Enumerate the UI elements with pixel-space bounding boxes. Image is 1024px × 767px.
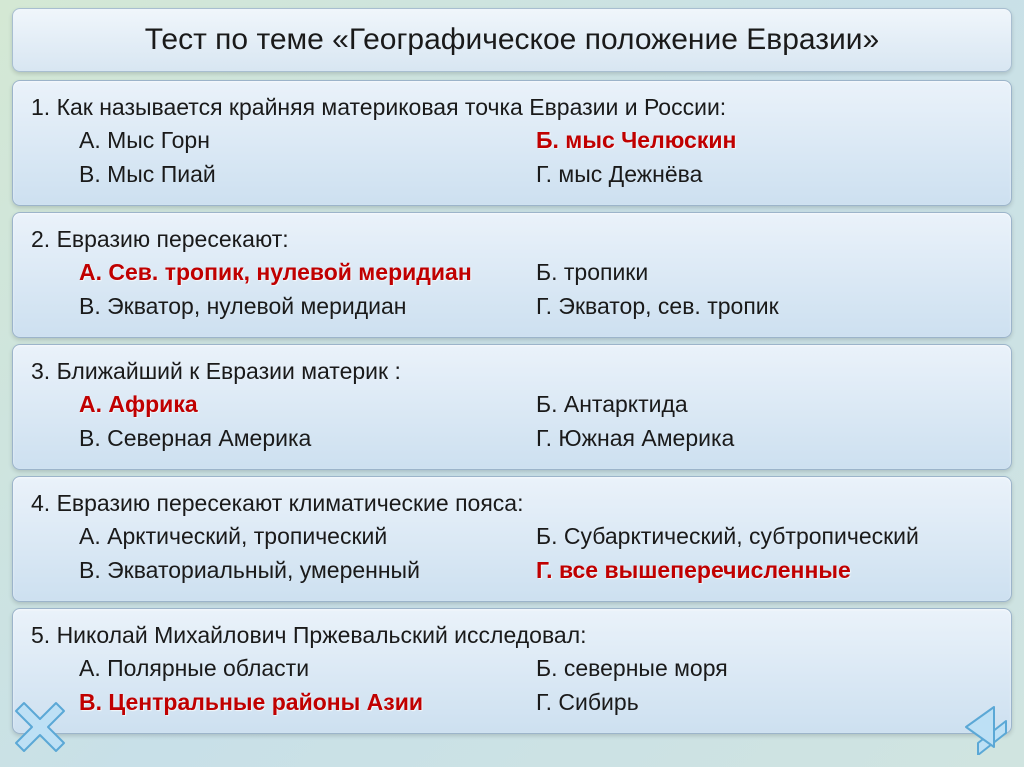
page-title: Тест по теме «Географическое положение Е… — [31, 23, 993, 57]
option-b: Б. северные моря — [536, 652, 993, 685]
option-d: Г. мыс Дежнёва — [536, 158, 993, 191]
slide-container: Тест по теме «Географическое положение Е… — [0, 0, 1024, 767]
option-c: В. Экваториальный, умеренный — [79, 554, 536, 587]
option-d: Г. Южная Америка — [536, 422, 993, 455]
options-group: А. Полярные области Б. северные моря В. … — [31, 652, 993, 719]
option-c: В. Северная Америка — [79, 422, 536, 455]
question-prompt: 4. Евразию пересекают климатические пояс… — [31, 487, 993, 520]
option-a: А. Мыс Горн — [79, 124, 536, 157]
option-b: Б. тропики — [536, 256, 993, 289]
options-group: А. Африка Б. Антарктида В. Северная Амер… — [31, 388, 993, 455]
option-a: А. Арктический, тропический — [79, 520, 536, 553]
option-a: А. Полярные области — [79, 652, 536, 685]
question-box-4: 4. Евразию пересекают климатические пояс… — [12, 476, 1012, 602]
question-box-2: 2. Евразию пересекают: А. Сев. тропик, н… — [12, 212, 1012, 338]
option-b-correct: Б. мыс Челюскин — [536, 124, 993, 157]
question-prompt: 2. Евразию пересекают: — [31, 223, 993, 256]
question-prompt: 1. Как называется крайняя материковая то… — [31, 91, 993, 124]
option-b: Б. Антарктида — [536, 388, 993, 421]
option-c: В. Мыс Пиай — [79, 158, 536, 191]
close-icon[interactable] — [12, 699, 68, 755]
option-d: Г. Сибирь — [536, 686, 993, 719]
question-prompt: 3. Ближайший к Евразии материк : — [31, 355, 993, 388]
option-a-correct: А. Сев. тропик, нулевой меридиан — [79, 256, 536, 289]
question-box-5: 5. Николай Михайлович Пржевальский иссле… — [12, 608, 1012, 734]
question-box-1: 1. Как называется крайняя материковая то… — [12, 80, 1012, 206]
question-box-3: 3. Ближайший к Евразии материк : А. Афри… — [12, 344, 1012, 470]
options-group: А. Сев. тропик, нулевой меридиан Б. троп… — [31, 256, 993, 323]
question-prompt: 5. Николай Михайлович Пржевальский иссле… — [31, 619, 993, 652]
options-group: А. Арктический, тропический Б. Субарктич… — [31, 520, 993, 587]
next-arrow-icon[interactable] — [956, 699, 1012, 755]
title-box: Тест по теме «Географическое положение Е… — [12, 8, 1012, 72]
option-b: Б. Субарктический, субтропический — [536, 520, 993, 553]
options-group: А. Мыс Горн Б. мыс Челюскин В. Мыс Пиай … — [31, 124, 993, 191]
option-c: В. Экватор, нулевой меридиан — [79, 290, 536, 323]
option-c-correct: В. Центральные районы Азии — [79, 686, 536, 719]
option-d: Г. Экватор, сев. тропик — [536, 290, 993, 323]
option-a-correct: А. Африка — [79, 388, 536, 421]
option-d-correct: Г. все вышеперечисленные — [536, 554, 993, 587]
